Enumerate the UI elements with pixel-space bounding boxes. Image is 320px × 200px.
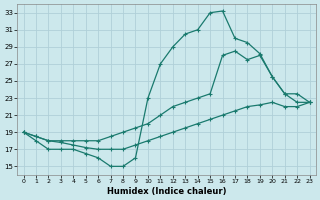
X-axis label: Humidex (Indice chaleur): Humidex (Indice chaleur): [107, 187, 226, 196]
